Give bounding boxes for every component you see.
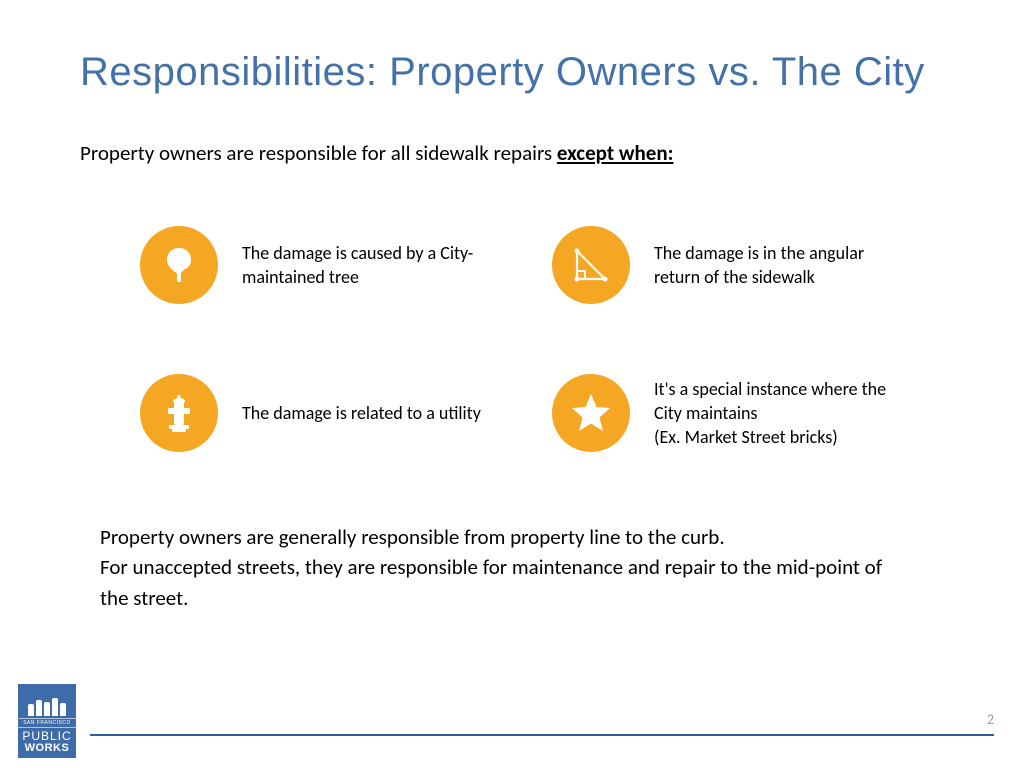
intro-prefix: Property owners are responsible for all … [80, 140, 557, 166]
page-number: 2 [987, 711, 994, 728]
logo-sf: SAN FRANCISCO [18, 718, 76, 728]
logo-line2: WORKS [18, 742, 76, 754]
hydrant-icon [140, 374, 218, 452]
intro-text: Property owners are responsible for all … [80, 140, 944, 166]
exception-text: The damage is related to a utility [242, 401, 481, 425]
exception-item-angular: The damage is in the angular return of t… [552, 226, 924, 304]
exception-item-utility: The damage is related to a utility [140, 374, 512, 452]
exception-text: The damage is caused by a City-maintaine… [242, 241, 502, 290]
star-icon [552, 374, 630, 452]
exceptions-grid: The damage is caused by a City-maintaine… [80, 226, 944, 452]
exception-text: The damage is in the angular return of t… [654, 241, 914, 290]
tree-icon [140, 226, 218, 304]
exception-text: It's a special instance where the City m… [654, 377, 914, 450]
slide: Responsibilities: Property Owners vs. Th… [0, 0, 1024, 768]
page-title: Responsibilities: Property Owners vs. Th… [80, 50, 944, 95]
footer-text: Property owners are generally responsibl… [80, 522, 944, 613]
logo-line1: PUBLIC [18, 730, 76, 742]
divider [90, 734, 994, 736]
public-works-logo: SAN FRANCISCO PUBLIC WORKS [18, 684, 76, 758]
triangle-icon [552, 226, 630, 304]
exception-item-special: It's a special instance where the City m… [552, 374, 924, 452]
logo-figures [18, 694, 76, 716]
exception-item-tree: The damage is caused by a City-maintaine… [140, 226, 512, 304]
intro-emphasis: except when: [557, 140, 674, 166]
